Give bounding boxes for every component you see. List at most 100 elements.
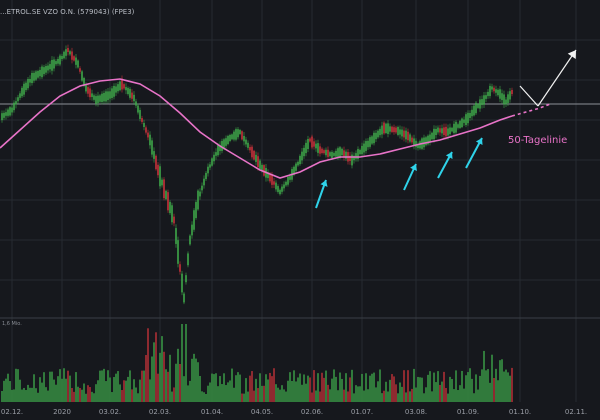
volume-bar [127, 376, 129, 402]
volume-bar [295, 381, 297, 402]
candle-body [307, 139, 309, 149]
candle-body [485, 95, 487, 99]
candle-body [183, 293, 185, 303]
candle-body [415, 140, 417, 148]
volume-bar [377, 381, 379, 402]
volume-bar [89, 387, 91, 402]
candle-body [473, 105, 475, 116]
candle-body [363, 143, 365, 153]
volume-bar [459, 385, 461, 402]
volume-bar [509, 375, 511, 402]
candle-body [11, 107, 13, 113]
volume-bar [57, 376, 59, 402]
candle-body [245, 139, 247, 145]
volume-bar [95, 384, 97, 402]
volume-bar [225, 385, 227, 402]
candle-body [399, 129, 401, 135]
candle-body [103, 92, 105, 102]
volume-bar [331, 378, 333, 402]
candle-body [43, 67, 45, 75]
volume-bar [327, 384, 329, 402]
volume-bar [281, 385, 283, 402]
volume-bar [495, 368, 497, 402]
arrow-icon [403, 163, 417, 191]
x-tick-label: 01.10. [509, 408, 531, 416]
candle-body [317, 143, 319, 153]
volume-bar [217, 386, 219, 402]
x-tick-label: 04.05. [251, 408, 273, 416]
volume-bar [269, 372, 271, 402]
candle-body [269, 173, 271, 182]
candle-body [57, 58, 59, 64]
candle-body [435, 128, 437, 136]
arrow-icon [465, 137, 483, 169]
candle-body [231, 134, 233, 140]
volume-bars [1, 324, 513, 402]
candle-body [27, 79, 29, 89]
candle-body [249, 147, 251, 151]
volume-bar [447, 393, 449, 402]
volume-bar [149, 379, 151, 402]
candle-body [479, 99, 481, 109]
candle-body [161, 179, 163, 186]
volume-bar [17, 369, 19, 402]
candle-body [257, 156, 259, 167]
candle-body [315, 143, 317, 149]
candle-body [475, 102, 477, 114]
volume-bar [49, 371, 51, 402]
candle-body [1, 113, 3, 121]
candle-body [381, 125, 383, 135]
volume-bar [151, 356, 153, 402]
candle-body [95, 96, 97, 104]
candle-body [477, 104, 479, 108]
candle-body [355, 153, 357, 159]
candle-body [41, 66, 43, 78]
candle-body [155, 155, 157, 170]
volume-bar [333, 369, 335, 402]
volume-bar [207, 385, 209, 402]
volume-bar [141, 370, 143, 402]
candle-body [345, 151, 347, 159]
volume-bar [503, 371, 505, 402]
volume-bar [131, 389, 133, 402]
candle-body [153, 151, 155, 159]
volume-bar [9, 381, 11, 402]
candle-body [311, 136, 313, 148]
candle-body [121, 78, 123, 90]
candle-body [157, 164, 159, 176]
volume-bar [491, 354, 493, 402]
candle-body [137, 105, 139, 113]
candle-body [149, 134, 151, 146]
volume-bar [413, 368, 415, 402]
candle-body [259, 160, 261, 169]
volume-bar [179, 363, 181, 402]
moving-average-line [0, 78, 513, 179]
volume-bar [81, 389, 83, 402]
candle-body [377, 130, 379, 138]
candle-body [359, 149, 361, 155]
volume-bar [497, 380, 499, 402]
candle-body [77, 60, 79, 68]
volume-bar [235, 375, 237, 402]
candle-body [119, 81, 121, 91]
volume-bar [75, 372, 77, 402]
volume-bar [309, 377, 311, 402]
volume-bar [267, 379, 269, 402]
candle-body [287, 176, 289, 185]
volume-bar [393, 376, 395, 402]
candle-body [29, 78, 31, 83]
candle-body [113, 85, 115, 97]
candle-body [481, 99, 483, 105]
candle-body [285, 181, 287, 186]
volume-bar [395, 384, 397, 402]
candle-body [73, 56, 75, 61]
candle-body [391, 126, 393, 132]
candle-body [235, 129, 237, 140]
volume-bar [279, 389, 281, 402]
volume-bar [195, 358, 197, 402]
candle-body [483, 95, 485, 105]
volume-bar [379, 369, 381, 402]
volume-bar [353, 393, 355, 402]
volume-bar [65, 378, 67, 402]
